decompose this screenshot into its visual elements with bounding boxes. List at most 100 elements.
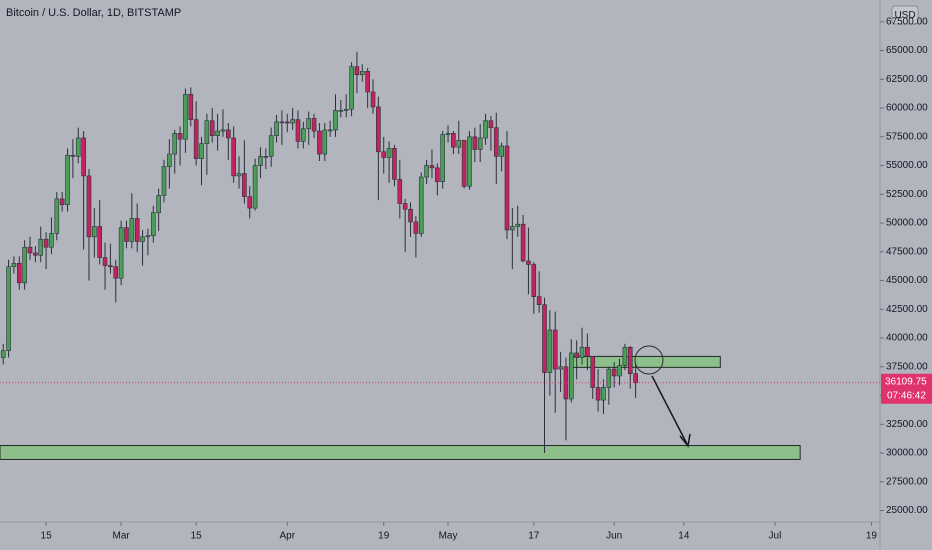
currency-button[interactable]: [891, 5, 919, 25]
annotation-circle: [634, 345, 664, 375]
candle-body: [113, 266, 119, 279]
candle-body: [49, 233, 54, 248]
candle-body: [435, 167, 440, 182]
currency-label[interactable]: USD: [894, 10, 915, 21]
candle-body: [451, 133, 456, 148]
candle-body: [124, 227, 129, 242]
candle-body: [333, 110, 338, 131]
y-tick-label: 27500.00: [886, 476, 928, 487]
candle-body: [263, 156, 269, 158]
y-tick-label: 55000.00: [886, 160, 928, 171]
x-tick-label: May: [439, 531, 458, 542]
candle-body: [236, 173, 242, 177]
candle-body: [65, 154, 70, 205]
candle-body: [188, 93, 194, 120]
candle-body: [252, 165, 258, 209]
candle-body: [6, 266, 11, 351]
candle-body: [177, 133, 183, 140]
candle-body: [140, 236, 145, 242]
candle-body: [376, 106, 381, 153]
candle-body: [0, 350, 6, 358]
candle-body: [102, 257, 108, 266]
candle-body: [467, 136, 472, 187]
x-tick-label: Jun: [606, 531, 622, 542]
x-tick-label: Jul: [769, 531, 782, 542]
candle-body: [134, 218, 140, 242]
arrow-head: [679, 433, 691, 448]
candle-body: [488, 120, 494, 128]
candle-body: [183, 93, 188, 140]
candle-body: [322, 129, 328, 155]
candle-body: [510, 226, 515, 231]
y-tick-label: 37500.00: [886, 361, 928, 372]
candle-body: [16, 262, 22, 284]
candle-body: [611, 368, 617, 377]
candle-body: [279, 121, 285, 124]
candle-body: [547, 329, 553, 373]
price-label-box: [881, 373, 932, 404]
candle-body: [220, 129, 226, 132]
candle-body: [504, 145, 510, 231]
x-tick-label: Mar: [113, 531, 131, 542]
candle-body: [381, 151, 387, 158]
candle-body: [397, 179, 403, 204]
candle-body: [542, 304, 547, 373]
y-tick-label: 25000.00: [886, 505, 928, 516]
candle-body: [317, 130, 322, 155]
y-tick-label: 52500.00: [886, 189, 928, 200]
y-tick-label: 42500.00: [886, 304, 928, 315]
candle-body: [413, 221, 419, 234]
candle-body: [231, 137, 236, 177]
candle-body: [461, 139, 467, 187]
candle-body: [499, 145, 504, 157]
candle-body: [579, 346, 585, 358]
y-tick-label: 45000.00: [886, 275, 928, 286]
candle-body: [338, 110, 344, 112]
y-tick-label: 30000.00: [886, 448, 928, 459]
candle-body: [343, 108, 349, 111]
x-tick-label: 14: [678, 531, 690, 542]
chart-title: Bitcoin / U.S. Dollar, 1D, BITSTAMP: [6, 7, 181, 19]
candle-body: [472, 136, 478, 150]
candle-body: [156, 195, 161, 214]
candle-body: [161, 166, 167, 196]
candle-body: [274, 121, 279, 136]
candle-body: [601, 387, 606, 401]
candle-body: [242, 173, 247, 197]
candle-body: [295, 119, 301, 142]
candle-body: [408, 208, 413, 223]
candle-body: [520, 223, 526, 262]
candle-body: [11, 262, 17, 268]
candle-body: [145, 235, 151, 238]
candle-body: [418, 176, 424, 234]
candle-body: [402, 203, 408, 210]
countdown: 07:46:42: [887, 390, 926, 401]
y-tick-label: 47500.00: [886, 246, 928, 257]
candle-body: [617, 365, 622, 377]
y-tick-label: 57500.00: [886, 131, 928, 142]
y-tick-label: 67500.00: [886, 16, 928, 27]
candle-body: [493, 127, 499, 157]
candle-body: [440, 134, 445, 182]
candle-body: [483, 120, 488, 139]
x-tick-label: 19: [378, 531, 390, 542]
candle-body: [569, 352, 574, 400]
candle-body: [359, 70, 365, 76]
candle-body: [193, 119, 199, 159]
candle-body: [574, 352, 579, 358]
candle-body: [354, 66, 360, 76]
candle-body: [70, 154, 76, 157]
candle-body: [108, 265, 113, 268]
candle-body: [33, 252, 38, 256]
candle-body: [118, 227, 124, 279]
candle-body: [311, 118, 317, 132]
candle-body: [477, 137, 483, 150]
candle-body: [290, 119, 295, 124]
candle-body: [54, 198, 60, 234]
candle-body: [199, 143, 204, 159]
candle-body: [429, 165, 435, 169]
x-tick-label: 19: [866, 531, 878, 542]
